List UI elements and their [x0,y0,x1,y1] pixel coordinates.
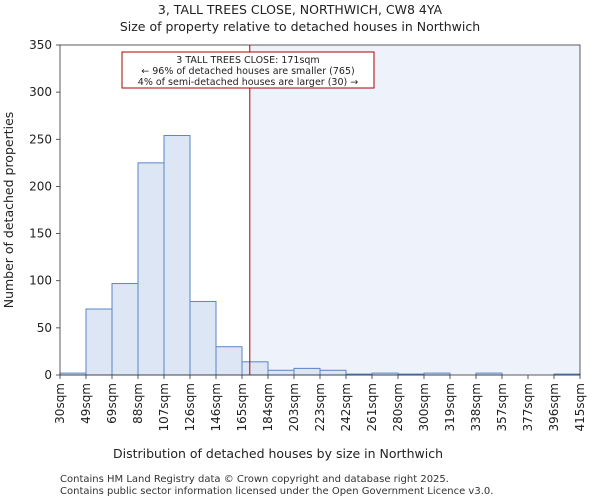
x-tick-label: 300sqm [417,383,431,431]
y-tick-label: 50 [37,321,52,335]
bars [59,135,581,376]
x-tick-label: 396sqm [547,383,561,431]
x-tick-label: 184sqm [261,383,275,431]
annotation-line-2: ← 96% of detached houses are smaller (76… [141,66,354,77]
chart-title: 3, TALL TREES CLOSE, NORTHWICH, CW8 4YA [158,2,443,17]
y-tick-label: 200 [29,179,52,193]
bar-165sqm [241,361,269,376]
bar-146sqm [215,346,243,376]
y-tick-label: 300 [29,85,52,99]
bar-88sqm [137,162,165,376]
annotation-line-1: 3 TALL TREES CLOSE: 171sqm [176,55,319,66]
bar-49sqm [85,308,113,376]
y-tick-label: 350 [29,38,52,52]
x-tick-label: 146sqm [209,383,223,431]
x-tick-label: 126sqm [183,383,197,431]
annotation-line-3: 4% of semi-detached houses are larger (3… [138,77,358,88]
x-tick-label: 203sqm [287,383,301,431]
x-tick-label: 261sqm [365,383,379,431]
y-axis-label: Number of detached properties [1,112,16,309]
x-tick-label: 107sqm [157,383,171,431]
x-tick-label: 69sqm [105,383,119,424]
x-tick-label: 242sqm [339,383,353,431]
bar-126sqm [189,300,217,376]
x-tick-label: 88sqm [131,383,145,424]
bar-203sqm [293,367,321,376]
x-tick-label: 49sqm [79,383,93,424]
y-tick-label: 150 [29,227,52,241]
x-tick-label: 319sqm [443,383,457,431]
footer-line-2: Contains public sector information licen… [60,486,493,497]
annotation-box: 3 TALL TREES CLOSE: 171sqm ← 96% of deta… [121,51,375,89]
larger-region-highlight [249,45,581,375]
y-tick-label: 0 [44,368,52,382]
x-tick-label: 165sqm [235,383,249,431]
bar-69sqm [111,283,139,376]
y-tick-label: 250 [29,132,52,146]
bar-223sqm [319,369,347,376]
footer-line-1: Contains HM Land Registry data © Crown c… [60,474,449,485]
bar-184sqm [267,369,295,376]
x-tick-label: 223sqm [313,383,327,431]
chart-subtitle: Size of property relative to detached ho… [120,19,480,34]
bar-107sqm [163,135,191,376]
x-tick-label: 338sqm [469,383,483,431]
x-tick-label: 415sqm [573,383,587,431]
x-tick-label: 280sqm [391,383,405,431]
x-axis: 30sqm 49sqm 69sqm 88sqm 107sqm 126sqm 146sqm 16… [53,375,587,431]
x-tick-label: 30sqm [53,383,67,424]
x-tick-label: 357sqm [495,383,509,431]
y-axis: 0 50 100 150 200 250 300 350 [29,38,60,382]
y-tick-label: 100 [29,274,52,288]
annotation-frame [121,51,375,89]
x-axis-label: Distribution of detached houses by size … [113,446,443,461]
x-tick-label: 377sqm [521,383,535,431]
